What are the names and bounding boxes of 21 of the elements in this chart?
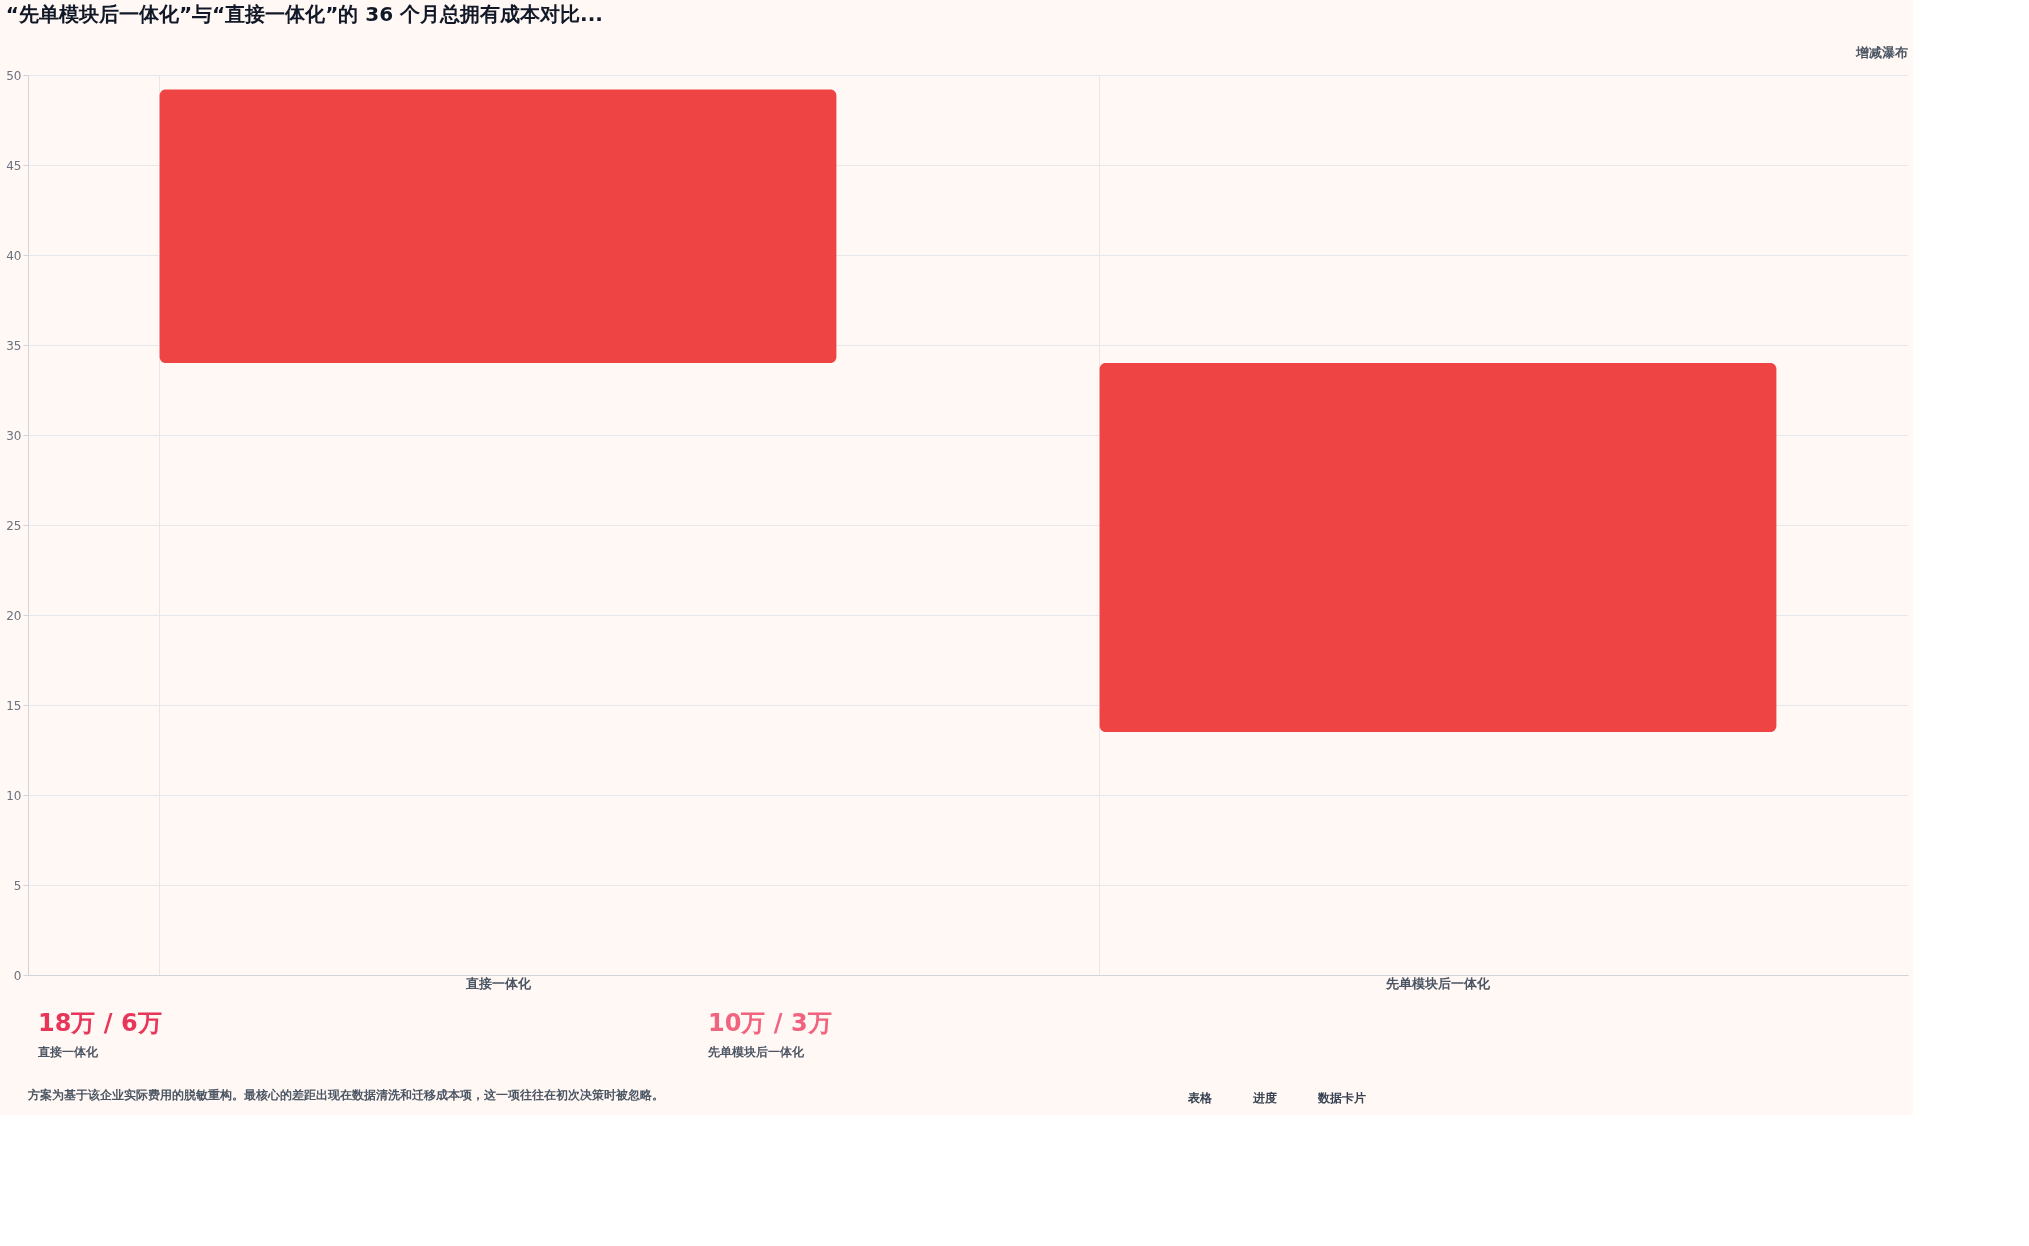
y-tick-label: 35	[6, 338, 22, 353]
text: 18万 / 6万	[38, 1009, 162, 1037]
text: 先单模块后一体化	[707, 1045, 805, 1059]
y-tick-label: 20	[6, 608, 22, 623]
chart-title: “先单模块后一体化”与“直接一体化”的 36 个月总拥有成本对比...	[5, 2, 603, 26]
y-tick-label: 40	[6, 248, 22, 263]
y-tick-label: 50	[6, 68, 22, 83]
y-tick-label: 10	[6, 788, 22, 803]
y-tick-label: 45	[6, 158, 22, 173]
text: 方案为基于该企业实际费用的脱敏重构。最核心的差距出现在数据清洗和迁移成本项，这一项往往在初次决策时被忽略。	[27, 1088, 664, 1102]
text: 10万 / 3万	[708, 1009, 832, 1037]
y-tick-label: 30	[6, 428, 22, 443]
text: 直接一体化	[37, 1045, 99, 1059]
text: 增减瀑布	[1855, 45, 1908, 60]
y-tick-label: 15	[6, 698, 22, 713]
y-tick-label: 25	[6, 518, 22, 533]
y-tick-label: 5	[13, 878, 22, 893]
text: 进度	[1252, 1091, 1277, 1105]
y-tick-label: 0	[13, 968, 22, 983]
text: 表格	[1187, 1091, 1213, 1105]
text: 数据卡片	[1317, 1091, 1366, 1105]
